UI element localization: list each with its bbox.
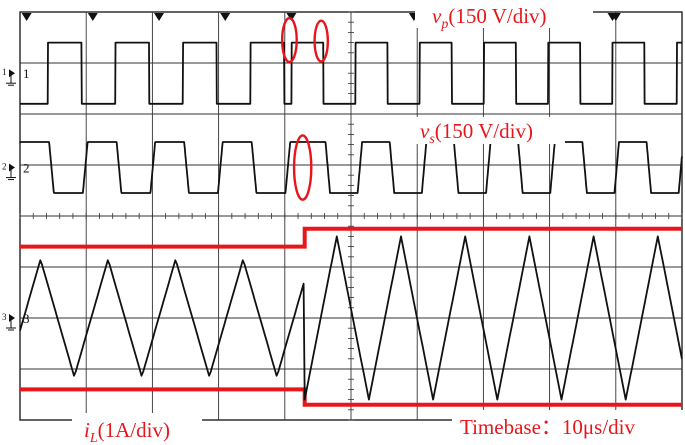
il-label: iL(1A/div) [84,418,170,445]
label-bg-timebase [452,410,685,443]
label-bg-vp [415,1,593,28]
channel-tag-ch3: 3 [2,312,7,322]
graticule-grid [19,11,683,421]
trigger-marker [21,13,32,21]
trigger-marker [154,13,165,21]
highlight-ellipse-ch2 [292,134,313,201]
label-bg-vs [415,117,565,144]
waveform-ch3 [19,235,683,401]
channel-tag-ch2: 2 [2,162,7,172]
channel-markers: 1 1 2 2 3 3 [2,66,30,331]
highlight-ellipse-ch1 [280,16,298,64]
trigger-marker [220,13,231,21]
channel-tag-ch1: 1 [2,67,7,77]
channel-arrow [9,163,15,172]
waveforms [19,41,683,401]
trigger-marker [87,13,98,21]
trigger-marker [286,13,297,21]
highlight-ellipses [280,16,330,201]
label-bg-il [72,413,202,443]
channel-number-ch1: 1 [23,66,30,81]
waveform-ch1 [19,41,683,105]
trigger-marker [610,13,621,21]
channel-arrow [9,314,15,322]
channel-number-ch2: 2 [23,161,30,176]
highlight-ellipse-ch1 [313,19,330,63]
vs-label: vs(150 V/div) [420,119,533,147]
waveform-ch2 [19,141,683,194]
channel-arrow [9,69,15,78]
channel-number-ch3: 3 [23,311,30,326]
vp-label: vp(150 V/div) [432,4,547,32]
envelope-upper [20,226,682,249]
timebase-label: Timebase：10μs/div [460,415,635,439]
